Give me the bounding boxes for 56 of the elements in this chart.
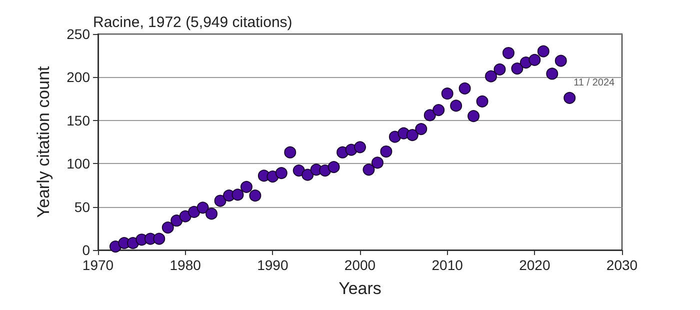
y-tick-label: 50 <box>74 198 90 215</box>
y-tick-label: 0 <box>82 242 90 258</box>
point <box>206 208 218 220</box>
x-tick-label: 2010 <box>432 257 464 273</box>
x-tick-label: 2030 <box>606 257 638 273</box>
point <box>319 164 332 177</box>
y-tick-label: 150 <box>66 112 90 128</box>
point <box>371 156 384 169</box>
point <box>485 70 497 82</box>
point <box>468 110 480 122</box>
point <box>564 92 576 104</box>
point <box>179 210 192 222</box>
point <box>458 82 471 94</box>
point <box>354 141 366 154</box>
point <box>232 188 244 201</box>
point <box>380 146 392 158</box>
point <box>554 54 567 67</box>
x-tick-label: 1990 <box>257 257 288 273</box>
point <box>415 123 428 136</box>
point <box>284 146 296 158</box>
point <box>528 54 541 66</box>
point <box>153 232 166 245</box>
point <box>249 190 262 202</box>
point <box>424 109 436 122</box>
point <box>275 167 288 180</box>
point <box>406 129 418 142</box>
chart-title: Racine, 1972 (5,949 citations) <box>93 14 292 31</box>
point <box>328 161 340 174</box>
point <box>162 222 174 234</box>
point <box>476 95 488 108</box>
y-tick-label: 200 <box>66 69 90 86</box>
point <box>188 206 200 218</box>
point <box>432 104 445 116</box>
point <box>302 168 314 181</box>
x-axis-title: Years <box>338 279 382 298</box>
point <box>546 68 558 80</box>
point <box>196 202 209 214</box>
point <box>362 164 375 176</box>
y-tick-label: 100 <box>66 156 90 172</box>
point <box>170 214 183 227</box>
x-tick-label: 2000 <box>344 257 376 273</box>
x-tick-label: 2020 <box>519 257 550 273</box>
point <box>292 164 305 177</box>
x-tick-label: 1980 <box>170 257 202 273</box>
point <box>537 45 550 58</box>
point <box>441 88 454 100</box>
point <box>511 62 524 75</box>
annotation: 11 / 2024 <box>574 77 615 88</box>
point <box>214 194 226 207</box>
y-tick-label: 250 <box>66 26 90 42</box>
point <box>502 47 514 60</box>
y-axis-title: Yearly citation count <box>34 66 53 218</box>
point <box>494 63 506 76</box>
x-tick-label: 1970 <box>82 257 114 273</box>
point <box>450 100 462 112</box>
point <box>240 180 252 193</box>
